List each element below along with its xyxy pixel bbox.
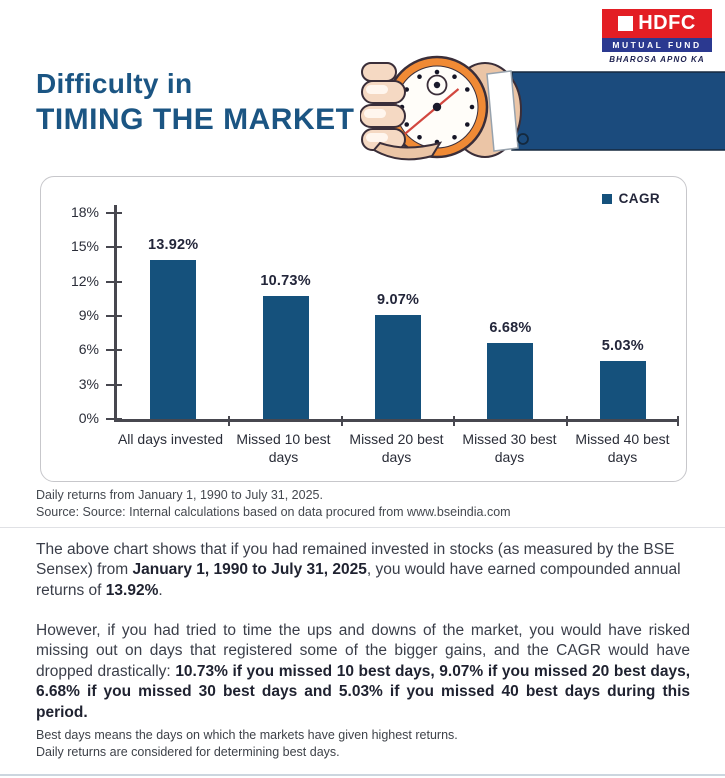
page-title: Difficulty in TIMING THE MARKET (36, 68, 354, 137)
x-category-label: Missed 40 best days (575, 431, 670, 465)
y-tick-label: 3% (78, 375, 99, 392)
bar (150, 259, 197, 419)
bar-slot: 5.03% (567, 213, 679, 419)
y-tick-label: 6% (78, 341, 99, 358)
x-category-label: Missed 10 best days (236, 431, 331, 465)
x-tick-mark (565, 416, 568, 426)
hdfc-logo-name: HDFC (638, 12, 696, 34)
bar-value-label: 5.03% (601, 338, 644, 355)
x-axis-labels: All days invested Missed 10 best days Miss… (114, 431, 679, 466)
shirt-cuff (486, 70, 519, 152)
chart-note-source: Source: Source: Internal calculations ba… (36, 504, 511, 519)
x-category-label: All days invested (117, 431, 224, 447)
hand-thumb (372, 141, 443, 161)
legend-swatch-cagr (601, 193, 612, 204)
stopwatch-hand-illustration (360, 55, 725, 161)
suit-sleeve (511, 71, 725, 151)
paragraph-missed-days: However, if you had tried to time the up… (36, 622, 690, 721)
y-tick-label: 9% (78, 307, 99, 323)
chart-card: CAGR 18% 15% 12% 9% 6% 3% 0% 13.92% 10.73% 9.07%… (40, 176, 687, 482)
y-tick-label: 0% (78, 410, 99, 426)
y-tick-mark (106, 280, 122, 283)
y-tick-mark (106, 246, 122, 249)
y-tick-mark (106, 383, 122, 386)
bar-value-label: 13.92% (148, 236, 199, 253)
paragraph-invested-returns: The above chart shows that if you had re… (36, 541, 681, 599)
legend-label-cagr: CAGR (618, 191, 660, 206)
footnotes: Best days means the days on which the ma… (36, 727, 458, 761)
y-tick-mark (106, 418, 122, 420)
y-tick-label: 12% (70, 272, 99, 289)
x-tick-mark (453, 416, 456, 426)
hand-fingers (360, 62, 443, 161)
y-tick-label: 15% (70, 238, 99, 255)
chart-source-notes: Daily returns from January 1, 1990 to Ju… (36, 487, 511, 520)
hdfc-logo-tagline: BHAROSA APNO KA (609, 55, 705, 64)
x-category-label: Missed 30 best days (462, 431, 557, 465)
bar (487, 342, 534, 419)
x-tick-mark (228, 416, 231, 426)
bar-value-label: 10.73% (260, 273, 311, 290)
y-tick-label: 18% (70, 204, 99, 220)
bar-series: 13.92% 10.73% 9.07% 6.68% 5.03% (117, 213, 679, 419)
bar (262, 296, 309, 419)
page-title-line2: TIMING THE MARKET (36, 103, 355, 136)
hdfc-logo-mutual-fund: MUTUAL FUND (602, 38, 712, 52)
chart-plot: 18% 15% 12% 9% 6% 3% 0% 13.92% 10.73% 9.07% 6.68%… (71, 204, 679, 426)
sleeve-button (517, 133, 529, 145)
bar-value-label: 9.07% (376, 292, 420, 309)
bar-slot: 9.07% (342, 213, 454, 419)
footnote-best-days: Best days means the days on which the ma… (36, 728, 458, 742)
x-category-label: Missed 20 best days (349, 431, 444, 465)
bar (599, 361, 646, 419)
stopwatch-hand-needle (404, 88, 460, 135)
hdfc-house-icon (618, 16, 634, 31)
x-tick-mark (340, 416, 343, 426)
y-tick-mark (106, 349, 122, 352)
hdfc-logo-red-band: HDFC (602, 9, 712, 38)
y-tick-mark (106, 315, 122, 317)
bar-slot: 6.68% (454, 213, 566, 419)
hdfc-logo: HDFC MUTUAL FUND BHAROSA APNO KA (602, 9, 712, 64)
bar (375, 315, 422, 419)
chart-legend: CAGR (601, 191, 660, 206)
bottom-rule (0, 774, 725, 776)
chart-note-period: Daily returns from January 1, 1990 to Ju… (36, 488, 323, 502)
bar-slot: 10.73% (229, 213, 341, 419)
page-title-line1: Difficulty in (36, 68, 193, 99)
section-divider (0, 527, 725, 528)
y-tick-mark (106, 212, 122, 214)
bar-slot: 13.92% (117, 213, 229, 419)
bar-value-label: 6.68% (489, 319, 532, 336)
footnote-daily-returns: Daily returns are considered for determi… (36, 744, 340, 759)
x-tick-mark (677, 416, 679, 426)
